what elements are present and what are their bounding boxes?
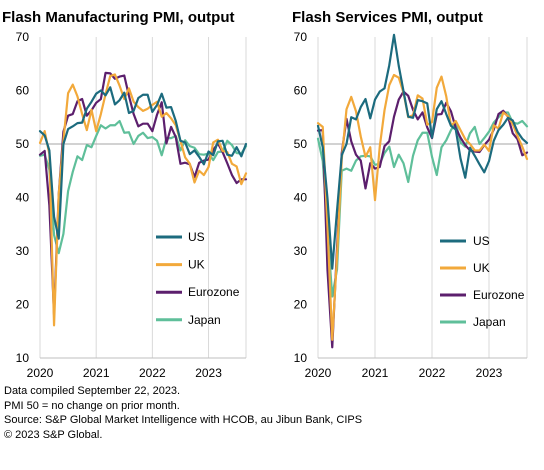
x-tick-label: 2022 [139,366,166,380]
x-tick-label: 2023 [195,366,222,380]
y-tick-label: 20 [294,298,308,312]
chart-panel-2: Flash Services PMI, output 2020 2021 2022 20… [292,9,529,380]
y-tick-label: 20 [16,298,30,312]
x-tick-label: 2023 [476,366,503,380]
y-tick-label: 60 [16,84,30,98]
y-tick-label: 10 [16,351,30,365]
y-tick-label: 60 [294,84,308,98]
footnotes: Data compiled September 22, 2023. PMI 50… [4,384,540,442]
x-tick-label: 2021 [83,366,110,380]
legend-label-japan: Japan [188,313,221,327]
series-line-us [38,86,248,240]
series-line-japan [38,119,248,255]
y-tick-label: 10 [294,351,308,365]
y-tick-label: 70 [294,30,308,44]
x-tick-label: 2021 [362,366,389,380]
footnote-pmi-definition: PMI 50 = no change on prior month. [4,399,180,412]
legend-label-us: US [473,234,490,248]
x-tick-label: 2020 [305,366,332,380]
series-line-eurozone [38,71,248,316]
y-tick-label: 70 [16,30,30,44]
y-tick-label: 50 [294,137,308,151]
legend-label-japan: Japan [473,315,506,329]
y-tick-label: 40 [294,191,308,205]
series-line-uk [316,73,529,341]
series-line-us [316,33,529,270]
y-tick-label: 50 [16,137,30,151]
legend-label-uk: UK [188,258,205,272]
footnote-data-compiled: Data compiled September 22, 2023. [4,385,181,397]
chart-panel-1: Flash Manufacturing PMI, output 2020 2021 2… [2,9,248,380]
y-tick-label: 40 [16,191,30,205]
y-tick-label: 30 [294,244,308,258]
series-line-japan [316,111,529,298]
x-tick-label: 2020 [27,366,54,380]
legend-label-us: US [188,230,205,244]
y-tick-label: 30 [16,244,30,258]
chart-title: Flash Manufacturing PMI, output [2,9,235,26]
series-line-uk [38,73,248,327]
chart-title: Flash Services PMI, output [292,9,483,26]
x-tick-label: 2022 [419,366,446,380]
footnote-copyright: © 2023 S&P Global. [4,428,103,441]
legend-label-eurozone: Eurozone [473,288,525,302]
footnote-source: Source: S&P Global Market Intelligence w… [4,414,363,426]
legend-label-eurozone: Eurozone [188,285,240,299]
legend-label-uk: UK [473,261,490,275]
